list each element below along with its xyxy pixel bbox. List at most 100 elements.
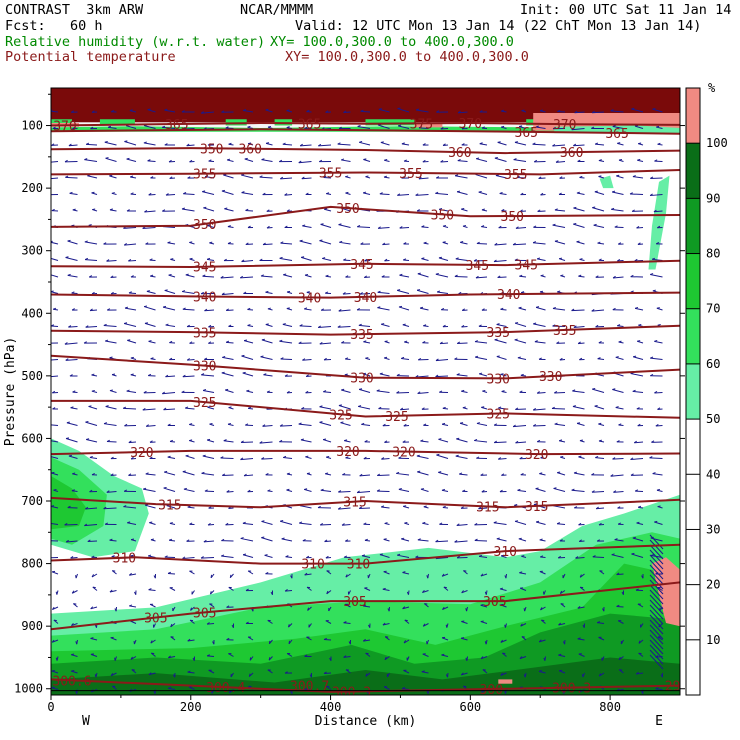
theta-line-305 [51, 581, 680, 631]
wind-arrow-head [462, 489, 466, 492]
wind-arrow-head [397, 107, 401, 110]
wind-arrow-head [481, 489, 485, 493]
wind-arrow-head [514, 520, 519, 522]
wind-arrow [636, 672, 644, 675]
wind-arrow-head [223, 439, 227, 442]
wind-arrow-head [591, 309, 595, 312]
wind-arrow-head [168, 538, 173, 541]
wind-arrow-head [279, 424, 283, 427]
theta-label: 365 [515, 126, 538, 141]
wind-arrow-head [130, 656, 133, 660]
wind-arrow-head [91, 473, 95, 476]
wind-arrow-head [461, 126, 465, 130]
wind-arrow-head [281, 537, 285, 540]
wind-arrow-head [359, 473, 363, 477]
wind-arrow [458, 111, 468, 114]
wind-arrow [147, 109, 156, 113]
wind-arrow [383, 571, 390, 575]
wind-arrow-head [265, 290, 269, 293]
wind-arrow [163, 487, 176, 492]
theta-label: 355 [193, 168, 216, 183]
wind-arrow [85, 507, 98, 510]
wind-arrow-head [226, 605, 230, 608]
wind-arrow-head [654, 390, 658, 394]
forecast-hour-label: Fcst: 60 h [5, 18, 103, 34]
wind-arrow-head [168, 655, 171, 659]
wind-arrow [558, 670, 566, 674]
wind-arrow [494, 243, 507, 246]
wind-arrow [361, 423, 371, 426]
wind-arrow [592, 556, 605, 558]
wind-arrow-head [577, 637, 581, 640]
wind-arrow-head [573, 325, 577, 328]
wind-arrow-head [554, 240, 558, 242]
wind-arrow-head [189, 341, 193, 344]
wind-arrow-head [617, 258, 621, 262]
theta-label: 300 [480, 683, 503, 698]
wind-arrow [633, 356, 644, 360]
wind-arrow [128, 292, 137, 294]
wind-arrow-head [307, 607, 310, 611]
wind-arrow-head [148, 340, 152, 342]
wind-arrow-head [454, 274, 458, 277]
wind-arrow-head [145, 472, 149, 475]
wind-arrow-head [247, 324, 251, 326]
wind-arrow-head [126, 157, 130, 160]
wind-arrow-head [226, 158, 231, 161]
wind-arrow-head [342, 292, 346, 295]
wind-arrow-head [556, 522, 561, 525]
wind-arrow-head [535, 520, 540, 523]
wind-arrow-head [305, 374, 309, 377]
wind-arrow-head [633, 355, 637, 358]
wind-arrow-head [534, 340, 538, 343]
theta-label: 320 [525, 448, 548, 463]
theta-label: 330 [350, 371, 373, 386]
rh-west-blob-70 [51, 476, 86, 530]
wind-arrow [164, 289, 176, 294]
wind-arrow-head [164, 555, 168, 558]
wind-arrow-head [65, 437, 70, 440]
wind-arrow [379, 373, 390, 377]
wind-arrow-head [356, 308, 360, 311]
wind-arrow-head [442, 241, 446, 243]
wind-arrow-head [71, 224, 75, 227]
wind-arrow [572, 390, 585, 393]
wind-arrow [109, 175, 117, 179]
wind-arrow-head [481, 126, 485, 129]
wind-arrow-head [618, 340, 622, 343]
theta-label: 360 [238, 143, 261, 158]
wind-arrow [148, 589, 156, 591]
wind-arrow-head [71, 308, 75, 311]
wind-arrow-head [419, 306, 424, 309]
wind-arrow [435, 273, 449, 278]
wind-arrow-head [459, 472, 463, 475]
wind-arrow-head [649, 456, 653, 459]
wind-arrow [51, 257, 59, 261]
wind-arrow [499, 588, 507, 591]
wind-arrow [358, 405, 371, 410]
wind-arrow-head [343, 555, 348, 558]
wind-arrow-head [445, 624, 448, 628]
wind-arrow-head [401, 687, 406, 690]
wind-arrow-head [358, 506, 363, 509]
theta-surface-label: 300.7 [290, 680, 329, 695]
wind-arrow-head [305, 192, 309, 195]
wind-arrow-head [637, 423, 641, 427]
wind-arrow [285, 590, 293, 592]
wind-arrow [322, 257, 332, 261]
wind-arrow-east [649, 584, 664, 600]
wind-arrow [68, 455, 78, 459]
wind-arrow [285, 556, 293, 558]
wind-arrow-head [91, 191, 95, 194]
wind-arrow-head [84, 158, 88, 161]
model-label: CONTRAST 3km ARW [5, 2, 144, 18]
wind-arrow-head [200, 111, 204, 114]
wind-arrow-head [655, 423, 659, 427]
wind-arrow-head [384, 440, 388, 443]
wind-arrow-head [383, 538, 387, 540]
wind-arrow-head [148, 192, 152, 196]
wind-arrow-head [656, 488, 660, 491]
wind-arrow-head [304, 126, 308, 130]
wind-arrow [475, 174, 488, 179]
wind-arrow-head [536, 391, 540, 394]
